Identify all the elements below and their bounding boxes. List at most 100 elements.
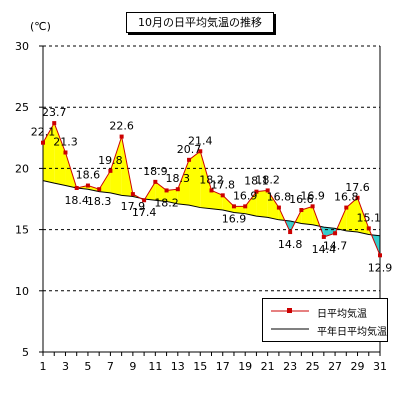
data-point-daily	[265, 188, 270, 193]
data-point-daily	[52, 121, 57, 126]
y-tick-label: 25	[15, 101, 29, 114]
series-layer	[41, 121, 382, 258]
y-tick-label: 30	[15, 40, 29, 53]
legend-label-daily: 日平均気温	[317, 309, 367, 320]
data-label: 21.3	[53, 135, 78, 148]
y-tick-label: 15	[15, 224, 29, 237]
legend-label-normal: 平年日平均気温	[317, 327, 387, 338]
x-tick-label: 5	[84, 360, 91, 373]
legend-marker-normal	[271, 328, 309, 330]
deviation-fill	[177, 159, 190, 206]
data-point-daily	[209, 188, 214, 193]
series-line-normal	[42, 180, 381, 237]
deviation-fill	[189, 151, 201, 208]
data-point-daily	[231, 204, 236, 209]
data-label: 16.6	[289, 193, 314, 206]
x-tick-label: 23	[283, 360, 297, 373]
data-point-daily	[355, 195, 360, 200]
data-label: 17.4	[132, 206, 157, 219]
data-point-daily	[119, 134, 124, 139]
data-label: 18.9	[143, 165, 168, 178]
data-point-daily	[63, 150, 68, 155]
data-point-daily	[198, 149, 203, 154]
data-point-daily	[153, 179, 158, 184]
data-label: 18.1	[244, 175, 269, 188]
data-point-daily	[321, 234, 326, 239]
deviation-fill	[267, 190, 279, 220]
chart-title: 10月の日平均気温の推移	[126, 12, 274, 33]
y-tick-label: 20	[15, 162, 29, 175]
deviation-fill	[155, 181, 167, 202]
data-point-daily	[187, 157, 192, 162]
deviation-fill	[166, 189, 178, 204]
data-label: 18.3	[166, 172, 191, 185]
data-label: 21.4	[188, 134, 213, 147]
data-label: 16.8	[267, 191, 292, 204]
data-point-daily	[310, 204, 315, 209]
data-point-daily	[108, 168, 113, 173]
data-point-daily	[142, 198, 147, 203]
data-label: 14.7	[323, 239, 348, 252]
x-tick-label: 17	[216, 360, 230, 373]
data-point-daily	[41, 140, 45, 145]
deviation-fill	[87, 185, 100, 192]
data-label: 16.8	[334, 191, 359, 204]
legend-item-daily: 日平均気温	[263, 303, 385, 320]
data-label: 16.9	[300, 189, 325, 202]
y-axis-unit-label: (℃)	[30, 20, 51, 33]
x-tick-label: 19	[238, 360, 252, 373]
data-label: 18.2	[199, 173, 224, 186]
data-label: 18.4	[64, 194, 89, 207]
data-label: 17.6	[345, 181, 370, 194]
data-label: 16.9	[222, 212, 247, 225]
legend-item-normal: 平年日平均気温	[263, 321, 387, 338]
data-point-daily	[276, 205, 281, 210]
data-label: 19.8	[98, 154, 123, 167]
deviation-fill	[245, 191, 257, 217]
deviation-fill	[54, 123, 66, 186]
data-point-daily	[366, 226, 371, 231]
data-label: 15.1	[357, 211, 382, 224]
deviation-fill	[256, 190, 268, 218]
deviation-fill	[233, 206, 246, 214]
data-label: 20.7	[177, 143, 202, 156]
data-point-daily	[74, 185, 79, 190]
data-label: 22.6	[109, 120, 134, 133]
data-point-daily	[220, 193, 225, 198]
deviation-fill	[200, 151, 212, 209]
data-label: 17.8	[210, 178, 235, 191]
legend: 日平均気温 平年日平均気温	[262, 298, 388, 342]
x-tick-label: 11	[148, 360, 162, 373]
data-label: 12.9	[368, 261, 393, 274]
data-label: 18.2	[154, 196, 179, 209]
data-label: 22.1	[31, 126, 56, 139]
data-label: 18.2	[255, 173, 280, 186]
data-point-daily	[97, 187, 102, 192]
data-label: 14.4	[312, 243, 337, 256]
deviation-fill	[346, 197, 358, 233]
data-label: 23.7	[42, 106, 67, 119]
data-label-layer: 22.1 23.7 21.3 18.4 18.6 18.3 19.8 22.6 17.917.4…	[31, 106, 393, 274]
data-label: 17.9	[121, 200, 146, 213]
data-point-daily	[254, 189, 259, 194]
x-tick-label: 7	[107, 360, 114, 373]
x-tick-label: 27	[328, 360, 342, 373]
deviation-fill	[301, 206, 313, 225]
data-point-daily	[243, 204, 248, 209]
x-tick-label: 3	[62, 360, 69, 373]
data-point-daily	[85, 183, 90, 188]
y-tick-label: 5	[22, 346, 29, 359]
y-tick-label: 10	[15, 285, 29, 298]
data-point-daily	[130, 192, 135, 197]
data-label: 18.3	[87, 195, 112, 208]
data-label: 18.6	[76, 169, 101, 182]
x-tick-label: 13	[171, 360, 185, 373]
data-point-daily	[299, 208, 304, 213]
deviation-fill	[110, 136, 122, 196]
data-label: 14.8	[278, 238, 303, 251]
deviation-fill	[211, 190, 223, 211]
data-point-daily	[288, 230, 293, 235]
data-point-daily	[344, 205, 349, 210]
x-tick-label: 21	[261, 360, 275, 373]
